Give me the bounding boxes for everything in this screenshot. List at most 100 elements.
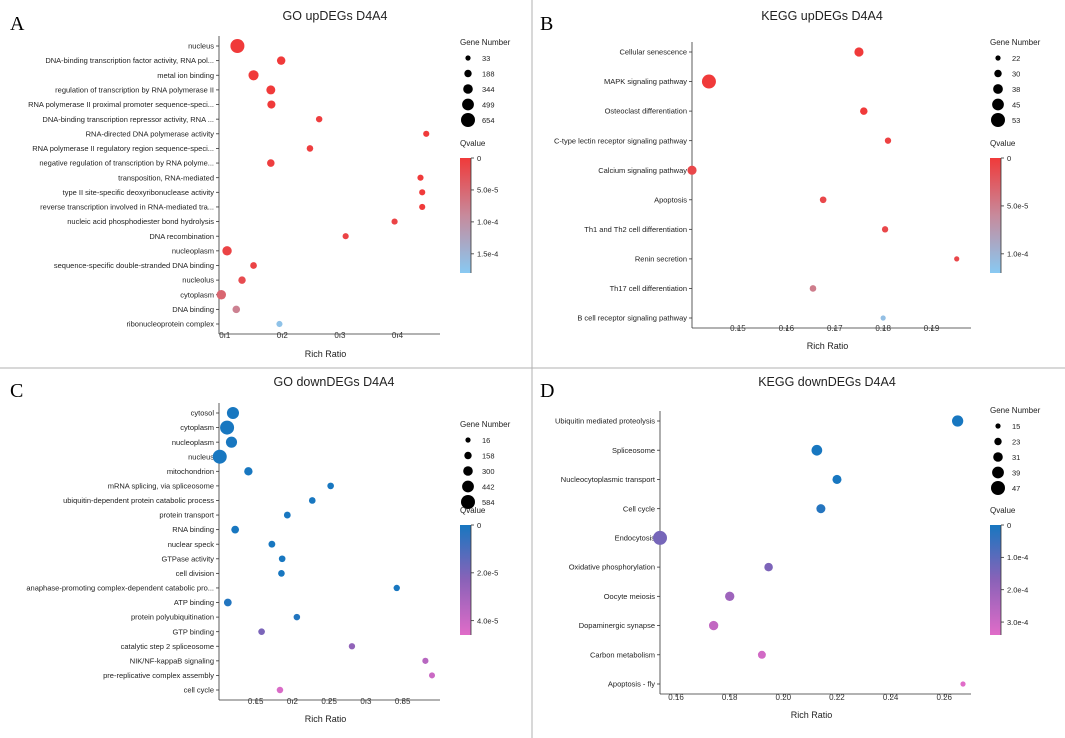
color-legend-label: 1.5e-4	[477, 250, 498, 259]
x-tick-label: 0.17	[827, 324, 843, 333]
size-legend-label: 584	[482, 498, 495, 507]
term-label: nuclear speck	[168, 540, 215, 549]
data-point	[419, 189, 426, 196]
term-label: cell cycle	[184, 686, 214, 695]
data-point	[238, 276, 246, 284]
color-legend-label: 3.0e-4	[1007, 618, 1028, 627]
chart-title: KEGG downDEGs D4A4	[758, 375, 896, 389]
color-legend-label: 4.0e-5	[477, 616, 498, 625]
data-point	[880, 315, 886, 321]
size-legend-label: 499	[482, 100, 495, 109]
term-label: ribonucleoprotein complex	[126, 320, 214, 329]
x-tick-label: 0.25	[321, 697, 337, 706]
data-point	[854, 47, 864, 57]
color-legend: Qvalue 0 5.0e-5 1.0e-4 1.5e-4	[460, 139, 498, 273]
term-label: catalytic step 2 spliceosome	[121, 642, 214, 651]
data-point	[393, 584, 400, 592]
size-legend-dot	[463, 84, 473, 94]
size-legend-dot	[464, 451, 472, 460]
color-legend-label: 1.0e-4	[477, 218, 498, 227]
data-point	[954, 256, 960, 262]
x-tick-label: 0.15	[730, 324, 746, 333]
term-label: Dopaminergic synapse	[579, 621, 655, 630]
term-label: Apoptosis - fly	[608, 680, 655, 689]
size-legend-dot	[461, 113, 475, 127]
panel-letter: C	[10, 380, 23, 402]
x-axis-title: Rich Ratio	[791, 710, 833, 720]
term-label: protein polyubiquitination	[131, 613, 214, 622]
color-legend: Qvalue 0 2.0e-5 4.0e-5	[460, 506, 498, 635]
x-tick-label: 0.16	[668, 693, 684, 702]
term-label: protein transport	[159, 511, 215, 520]
term-label: nucleoplasm	[172, 246, 214, 255]
term-label: sequence-specific double-stranded DNA bi…	[54, 261, 214, 270]
color-legend-label: 2.0e-5	[477, 569, 498, 578]
data-point	[327, 482, 334, 490]
color-legend: Qvalue 0 5.0e-5 1.0e-4	[990, 139, 1028, 273]
data-point	[819, 196, 827, 204]
data-point	[391, 218, 398, 225]
term-label: MAPK signaling pathway	[604, 77, 687, 86]
panel-c: C GO downDEGs D4A4 0.15 0.2 0.25 0.3 0.35 Rich …	[10, 375, 511, 724]
size-legend: Gene Number 33 188 344 499 654	[460, 38, 511, 127]
size-legend-dot	[464, 69, 472, 78]
data-point	[231, 525, 240, 534]
term-label: RNA polymerase II proximal promoter sequ…	[28, 100, 214, 109]
data-point	[306, 145, 314, 152]
x-axis-title: Rich Ratio	[305, 349, 347, 359]
term-label: RNA polymerase II regulatory region sequ…	[32, 144, 214, 153]
x-tick-label: 0.2	[277, 331, 289, 340]
color-legend-title: Qvalue	[990, 139, 1016, 148]
term-label: nucleolus	[182, 276, 214, 285]
term-label: regulation of transcription by RNA polym…	[55, 85, 214, 94]
x-tick-label: 0.2	[287, 697, 299, 706]
term-label: transposition, RNA-mediated	[118, 173, 214, 182]
size-legend-dot	[993, 452, 1003, 462]
size-legend-dot	[991, 113, 1005, 127]
data-point	[220, 420, 235, 435]
term-label: cell division	[176, 569, 214, 578]
data-point	[653, 530, 667, 545]
color-legend-label: 0	[1007, 154, 1011, 163]
term-label: NIK/NF-kappaB signaling	[130, 656, 214, 665]
data-point	[266, 85, 276, 95]
x-tick-label: 0.3	[360, 697, 372, 706]
data-point	[884, 137, 892, 144]
size-legend-dot	[463, 466, 473, 476]
data-point	[860, 107, 868, 115]
size-legend-label: 188	[482, 69, 495, 78]
panel-b: B KEGG upDEGs D4A4 0.15 0.16 0.17 0.18 0.19 Ric…	[540, 9, 1041, 351]
data-point	[811, 444, 823, 456]
data-point	[225, 436, 238, 448]
size-legend-label: 53	[1012, 116, 1020, 125]
data-point	[283, 511, 291, 519]
data-point	[832, 474, 842, 484]
x-axis-title: Rich Ratio	[305, 714, 347, 724]
size-legend: Gene Number 22 30 38 45 53	[990, 38, 1041, 127]
term-label: Spliceosome	[612, 446, 655, 455]
size-legend-label: 654	[482, 116, 495, 125]
data-point	[725, 591, 735, 601]
data-point	[232, 305, 241, 314]
term-label: Osteoclast differentiation	[605, 107, 687, 116]
data-point	[250, 262, 257, 269]
x-tick-label: 0.20	[776, 693, 792, 702]
size-legend-dot	[991, 481, 1005, 495]
term-label: Th17 cell differentiation	[610, 284, 687, 293]
size-legend-title: Gene Number	[990, 406, 1041, 415]
data-point	[348, 643, 356, 650]
x-tick-label: 0.16	[779, 324, 795, 333]
size-legend-label: 38	[1012, 85, 1020, 94]
term-label: GTP binding	[172, 627, 214, 636]
size-legend-label: 31	[1012, 453, 1020, 462]
color-legend-title: Qvalue	[460, 139, 486, 148]
term-label: cytoplasm	[180, 423, 214, 432]
term-label: Oocyte meiosis	[604, 592, 656, 601]
term-label: Cellular senescence	[619, 48, 687, 57]
color-legend-bar	[460, 158, 471, 273]
data-point	[422, 657, 429, 664]
size-legend-label: 158	[482, 451, 495, 460]
panel-a: A GO upDEGs D4A4 0.1 0.2 0.3 0.4 Rich Ratio nuc…	[10, 9, 511, 359]
data-point	[423, 130, 430, 137]
